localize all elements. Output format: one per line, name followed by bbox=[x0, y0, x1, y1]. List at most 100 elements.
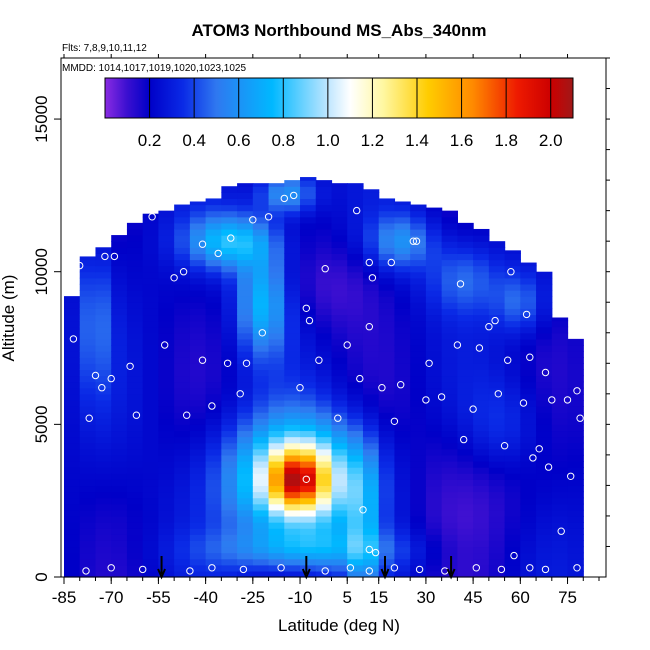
heatmap-cell bbox=[142, 387, 160, 395]
heatmap-cell bbox=[300, 369, 317, 377]
heatmap-cell bbox=[111, 283, 128, 291]
heatmap-cell bbox=[205, 363, 222, 370]
heatmap-cell bbox=[174, 540, 191, 548]
sample-point bbox=[183, 411, 191, 419]
heatmap-cell bbox=[205, 228, 222, 236]
heatmap-cell bbox=[347, 424, 364, 432]
heatmap-cell bbox=[64, 564, 81, 572]
heatmap-cell bbox=[504, 351, 521, 358]
heatmap-cell bbox=[205, 235, 222, 242]
heatmap-cell bbox=[300, 522, 317, 529]
heatmap-cell bbox=[221, 344, 238, 352]
heatmap-cell bbox=[142, 448, 160, 456]
heatmap-cell bbox=[174, 387, 191, 395]
heatmap-cell bbox=[64, 473, 81, 480]
heatmap-cell bbox=[473, 473, 490, 480]
heatmap-cell bbox=[331, 320, 348, 328]
heatmap-cell bbox=[158, 247, 175, 254]
heatmap-cell bbox=[331, 460, 348, 468]
heatmap-cell bbox=[378, 375, 396, 383]
heatmap-cell bbox=[189, 387, 207, 395]
heatmap-cell bbox=[189, 460, 207, 468]
heatmap-cell bbox=[362, 387, 380, 395]
heatmap-cell bbox=[205, 277, 222, 285]
heatmap-cell bbox=[473, 497, 490, 505]
heatmap-cell bbox=[536, 552, 553, 560]
heatmap-cell bbox=[362, 442, 380, 450]
heatmap-cell bbox=[268, 192, 285, 200]
sample-point bbox=[302, 304, 310, 312]
sample-point bbox=[302, 475, 310, 483]
heatmap-cell bbox=[126, 308, 144, 316]
heatmap-cell bbox=[315, 534, 333, 541]
heatmap-cell bbox=[158, 259, 175, 267]
heatmap-cell bbox=[174, 344, 191, 352]
heatmap-cell bbox=[473, 479, 490, 487]
heatmap-cell bbox=[126, 290, 144, 297]
heatmap-cell bbox=[331, 375, 348, 383]
sample-point bbox=[198, 240, 207, 248]
heatmap-cell bbox=[111, 387, 128, 395]
heatmap-cell bbox=[284, 198, 301, 206]
heatmap-cell bbox=[174, 491, 191, 499]
heatmap-cell bbox=[158, 302, 175, 309]
heatmap-cell bbox=[300, 180, 317, 187]
heatmap-cell bbox=[300, 515, 317, 523]
heatmap-cell bbox=[315, 320, 333, 328]
heatmap-cell bbox=[473, 436, 490, 444]
heatmap-cell bbox=[221, 265, 238, 273]
heatmap-cell bbox=[252, 344, 270, 352]
heatmap-cell bbox=[284, 522, 301, 529]
heatmap-cell bbox=[331, 198, 348, 206]
heatmap-cell bbox=[488, 253, 506, 261]
sample-point bbox=[258, 329, 266, 337]
heatmap-cell bbox=[315, 210, 333, 218]
heatmap-cell bbox=[284, 436, 301, 444]
heatmap-cell bbox=[237, 296, 254, 303]
heatmap-cell bbox=[189, 412, 207, 419]
heatmap-cell bbox=[504, 522, 521, 529]
heatmap-cell bbox=[347, 351, 364, 358]
heatmap-cell bbox=[221, 522, 238, 529]
heatmap-cell bbox=[378, 259, 396, 267]
heatmap-cell bbox=[488, 363, 506, 370]
heatmap-cell bbox=[457, 271, 474, 279]
sample-point bbox=[82, 567, 90, 575]
heatmap-cell bbox=[158, 290, 175, 297]
x-tick-label: -70 bbox=[99, 588, 124, 607]
heatmap-cell bbox=[284, 216, 301, 224]
heatmap-cell bbox=[520, 485, 537, 493]
heatmap-cell bbox=[425, 357, 443, 364]
heatmap-cell bbox=[504, 277, 521, 285]
heatmap-cell bbox=[504, 308, 521, 316]
heatmap-cell bbox=[189, 338, 207, 346]
heatmap-cell bbox=[174, 302, 191, 309]
heatmap-cell bbox=[174, 448, 191, 456]
sample-point bbox=[573, 564, 581, 572]
sample-point bbox=[447, 200, 455, 209]
heatmap-cell bbox=[158, 430, 175, 438]
heatmap-cell bbox=[268, 332, 285, 340]
heatmap-cell bbox=[394, 393, 411, 401]
heatmap-cell bbox=[268, 424, 285, 432]
heatmap-cell bbox=[410, 558, 427, 566]
heatmap-cell bbox=[284, 460, 301, 468]
heatmap-cell bbox=[142, 467, 160, 474]
heatmap-cell bbox=[457, 241, 474, 248]
heatmap-cell bbox=[189, 406, 207, 413]
heatmap-cell bbox=[551, 351, 569, 358]
heatmap-cell bbox=[331, 296, 348, 303]
heatmap-cell bbox=[425, 247, 443, 254]
heatmap-cell bbox=[378, 314, 396, 322]
heatmap-cell bbox=[221, 216, 238, 224]
sample-point bbox=[378, 384, 386, 392]
sample-point bbox=[242, 359, 251, 367]
heatmap-cell bbox=[79, 314, 97, 322]
heatmap-cell bbox=[347, 375, 364, 383]
heatmap-cell bbox=[95, 430, 112, 438]
heatmap-cell bbox=[64, 344, 81, 352]
sample-point bbox=[365, 323, 373, 331]
heatmap-cell bbox=[174, 277, 191, 285]
heatmap-cell bbox=[95, 473, 112, 480]
sample-point bbox=[223, 359, 232, 367]
